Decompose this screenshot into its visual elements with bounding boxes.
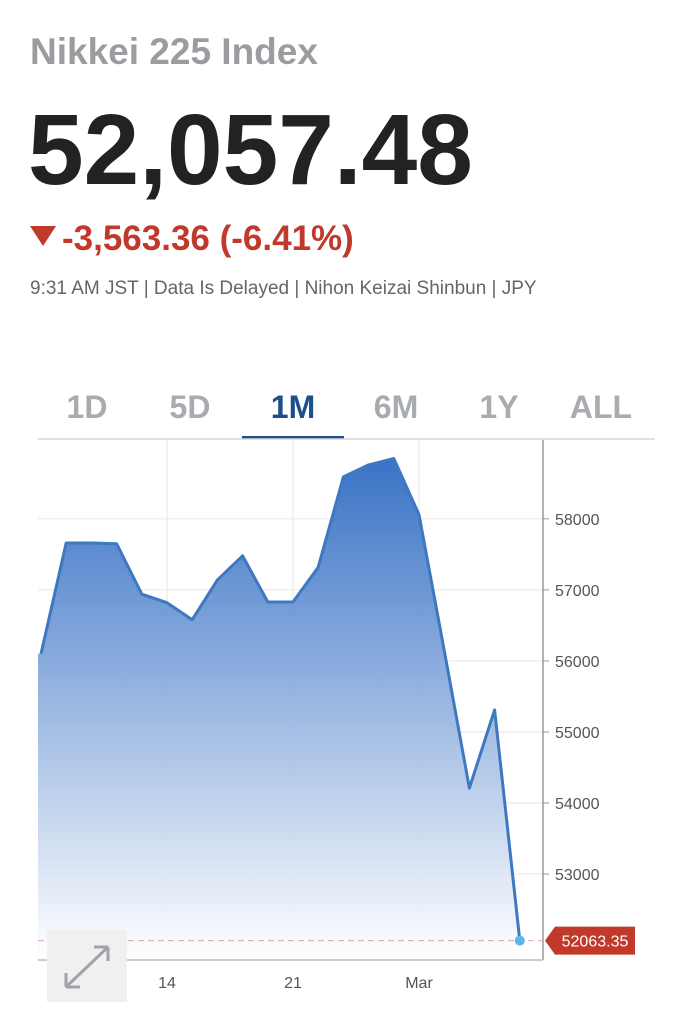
active-tab-underline [242, 436, 344, 439]
chart: 53000 54000 55000 56000 57000 58000 14 21 Mar 520… [38, 440, 635, 992]
y-tick-label: 54000 [555, 796, 600, 813]
x-tick-label: 14 [158, 975, 176, 992]
y-tick-label: 58000 [555, 512, 600, 529]
y-tick-label: 56000 [555, 654, 600, 671]
last-price-label: 52063.35 [562, 934, 629, 951]
quote-meta: 9:31 AM JST | Data Is Delayed | Nihon Ke… [30, 278, 537, 299]
y-tick-label: 55000 [555, 725, 600, 742]
range-tab[interactable]: 1M [271, 389, 315, 425]
last-point [514, 935, 525, 946]
range-tabs: 1D 5D 1M 6M 1Y ALL [67, 389, 632, 439]
range-tab[interactable]: 1D [67, 389, 108, 425]
range-tab[interactable]: ALL [570, 389, 632, 425]
y-tick-label: 57000 [555, 583, 600, 600]
last-price-tag [545, 926, 635, 955]
price-change: -3,563.36 (-6.41%) [62, 219, 354, 258]
down-arrow [30, 226, 56, 246]
range-tab[interactable]: 6M [374, 389, 418, 425]
range-tab[interactable]: 5D [170, 389, 211, 425]
expand-button[interactable] [47, 930, 127, 1002]
x-tick-label: Mar [405, 975, 433, 992]
y-tick-label: 53000 [555, 867, 600, 884]
expand-icon[interactable] [64, 945, 110, 989]
price: 52,057.48 [28, 94, 473, 206]
x-tick-label: 21 [284, 975, 302, 992]
price-line [39, 457, 522, 941]
index-title: Nikkei 225 Index [30, 31, 318, 72]
area-fill [38, 458, 520, 960]
range-tab[interactable]: 1Y [479, 389, 518, 425]
